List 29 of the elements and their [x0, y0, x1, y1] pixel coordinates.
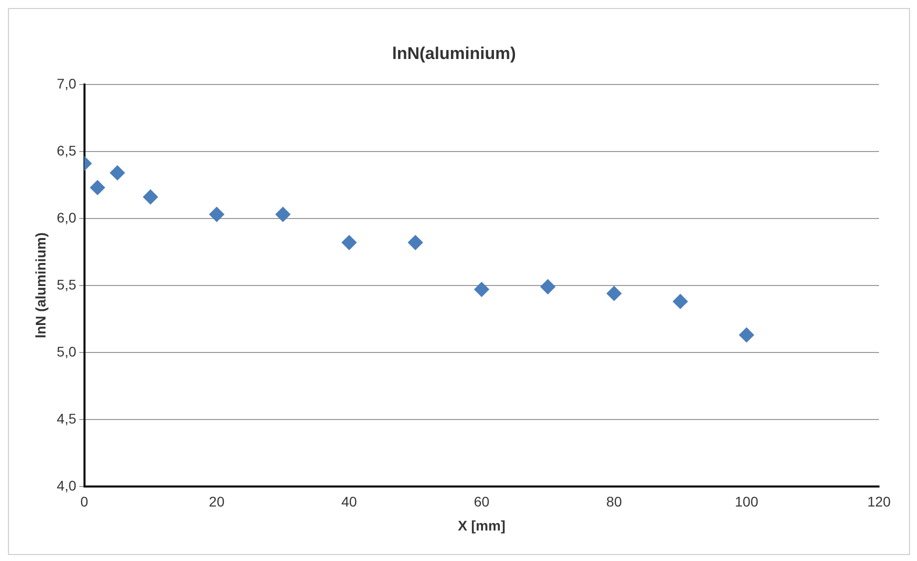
x-tick-label: 80 — [606, 494, 622, 510]
point — [342, 235, 357, 250]
y-tick-label: 6,5 — [56, 142, 76, 158]
point — [408, 235, 423, 250]
point — [209, 206, 224, 222]
point — [90, 180, 106, 196]
chart-title: lnN(aluminium) — [392, 44, 516, 63]
point — [110, 165, 125, 180]
point — [672, 294, 688, 309]
y-tick-label: 4,5 — [56, 410, 76, 426]
point — [606, 286, 622, 301]
x-axis-title: X [mm] — [458, 517, 506, 534]
y-tick-label: 6,0 — [56, 209, 76, 226]
y-tick-label: 7,0 — [56, 75, 76, 92]
y-tick-label: 5,5 — [56, 276, 76, 292]
x-tick-label: 20 — [208, 494, 225, 510]
point — [474, 282, 490, 297]
y-tick-label: 4,0 — [56, 477, 76, 494]
point — [540, 279, 556, 294]
x-tick-label: 60 — [474, 494, 490, 510]
point — [142, 189, 158, 204]
y-axis-title: lnN (aluminium) — [32, 232, 48, 338]
point — [275, 206, 290, 222]
x-tick-label: 0 — [80, 494, 88, 510]
point — [739, 327, 754, 342]
x-tick-label: 120 — [867, 494, 891, 510]
x-tick-label: 100 — [734, 494, 758, 510]
x-tick-label: 40 — [341, 494, 358, 510]
y-tick-label: 5,0 — [56, 343, 76, 360]
